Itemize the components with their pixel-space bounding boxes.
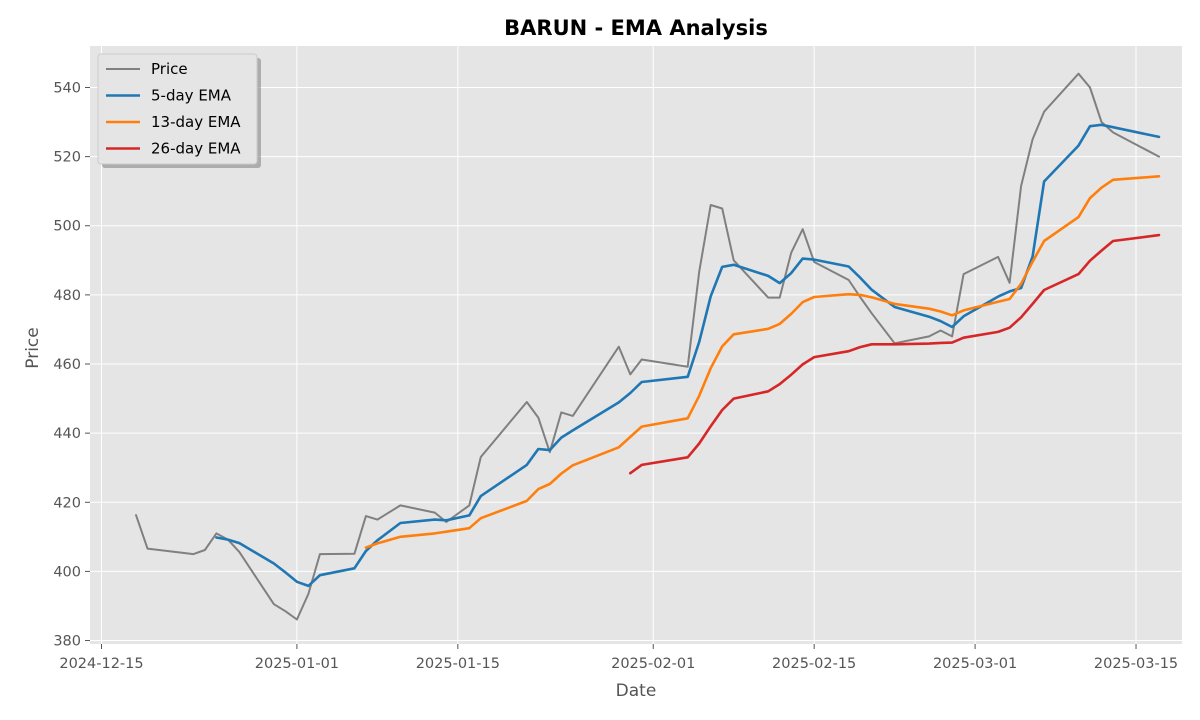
x-axis: 2024-12-15 2025-01-01 2025-01-15 2025-02-01… <box>59 644 1178 672</box>
chart-title: BARUN - EMA Analysis <box>504 16 768 40</box>
x-tick-label: 2025-02-01 <box>611 656 695 672</box>
series-line-13-day-ema <box>364 175 1161 549</box>
x-tick-label: 2024-12-15 <box>59 656 143 672</box>
series-line-5-day-ema <box>215 123 1161 588</box>
y-tick-label: 400 <box>53 564 81 580</box>
y-tick-label: 480 <box>53 288 81 304</box>
y-tick-label: 460 <box>53 357 81 373</box>
x-tick-label: 2025-03-15 <box>1094 656 1178 672</box>
legend-label-26-day-ema: 26-day EMA <box>151 140 241 158</box>
x-tick-label: 2025-02-15 <box>772 656 856 672</box>
y-tick-label: 540 <box>53 80 81 96</box>
series-line-26-day-ema <box>628 233 1161 475</box>
x-tick-label: 2025-01-01 <box>255 656 339 672</box>
legend-label-13-day-ema: 13-day EMA <box>151 113 241 131</box>
legend-label-price: Price <box>151 60 188 78</box>
y-tick-label: 380 <box>53 634 81 650</box>
plot-area <box>90 46 1182 644</box>
x-tick-label: 2025-03-01 <box>933 656 1017 672</box>
series-line-price <box>135 72 1160 621</box>
y-tick-label: 520 <box>53 150 81 166</box>
x-axis-label: Date <box>616 681 657 701</box>
x-tick-label: 2025-01-15 <box>416 656 500 672</box>
legend-box <box>97 53 258 165</box>
y-tick-label: 500 <box>53 219 81 235</box>
legend: Price 5-day EMA 13-day EMA 26-day EMA <box>97 53 261 168</box>
y-axis: 380 400 420 440 460 480 500 520 540 <box>53 80 90 650</box>
y-axis-label: Price <box>23 327 43 368</box>
series-layer <box>135 72 1161 621</box>
y-tick-label: 420 <box>53 495 81 511</box>
y-tick-label: 440 <box>53 426 81 442</box>
legend-label-5-day-ema: 5-day EMA <box>151 87 232 105</box>
